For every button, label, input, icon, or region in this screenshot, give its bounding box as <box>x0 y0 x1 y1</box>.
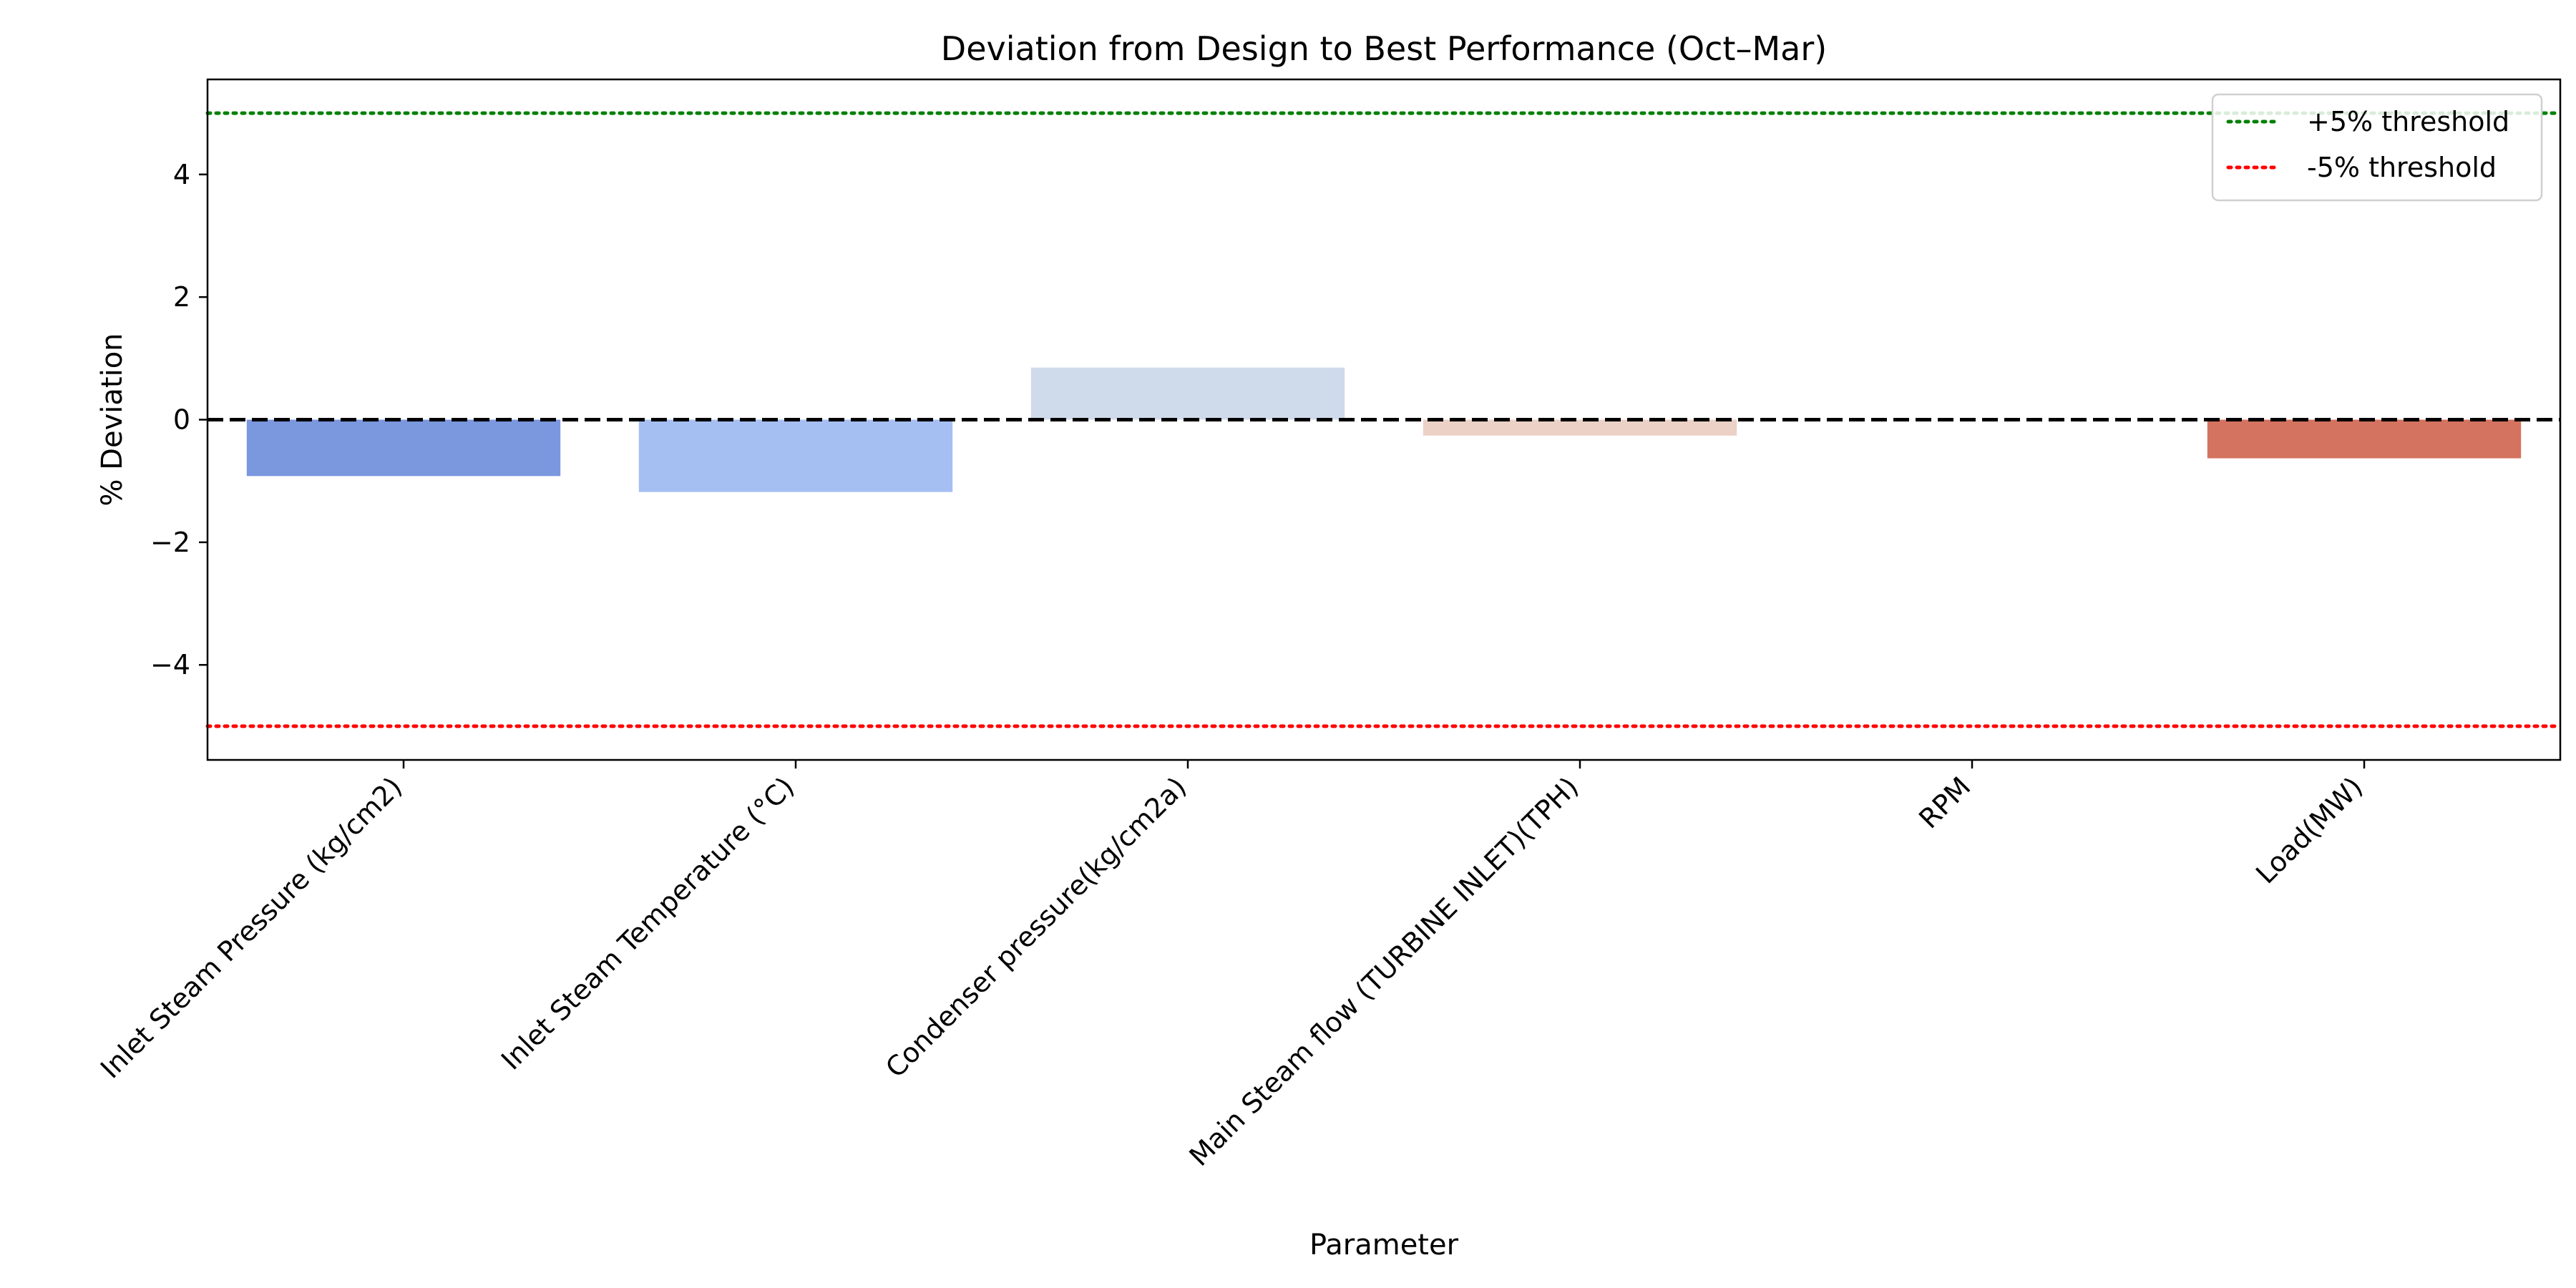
y-axis-title: % Deviation <box>96 333 129 506</box>
chart-title: Deviation from Design to Best Performanc… <box>941 29 1827 68</box>
y-tick-label-2: 0 <box>173 404 190 436</box>
y-tick-label-0: −4 <box>150 649 190 680</box>
y-tick-label-3: 2 <box>173 281 190 313</box>
bar-3 <box>1423 419 1737 436</box>
bar-2 <box>1030 367 1345 420</box>
y-tick-label-1: −2 <box>150 527 190 558</box>
y-tick-label-4: 4 <box>173 159 190 190</box>
bar-0 <box>246 419 561 477</box>
legend-box <box>2211 93 2543 202</box>
bar-5 <box>2207 419 2522 459</box>
legend-label-0: +5% threshold <box>2307 106 2509 137</box>
legend-label-1: -5% threshold <box>2307 152 2497 183</box>
legend: +5% threshold -5% threshold <box>2211 93 2543 202</box>
x-axis-title: Parameter <box>1309 1229 1459 1262</box>
bar-1 <box>638 419 953 492</box>
